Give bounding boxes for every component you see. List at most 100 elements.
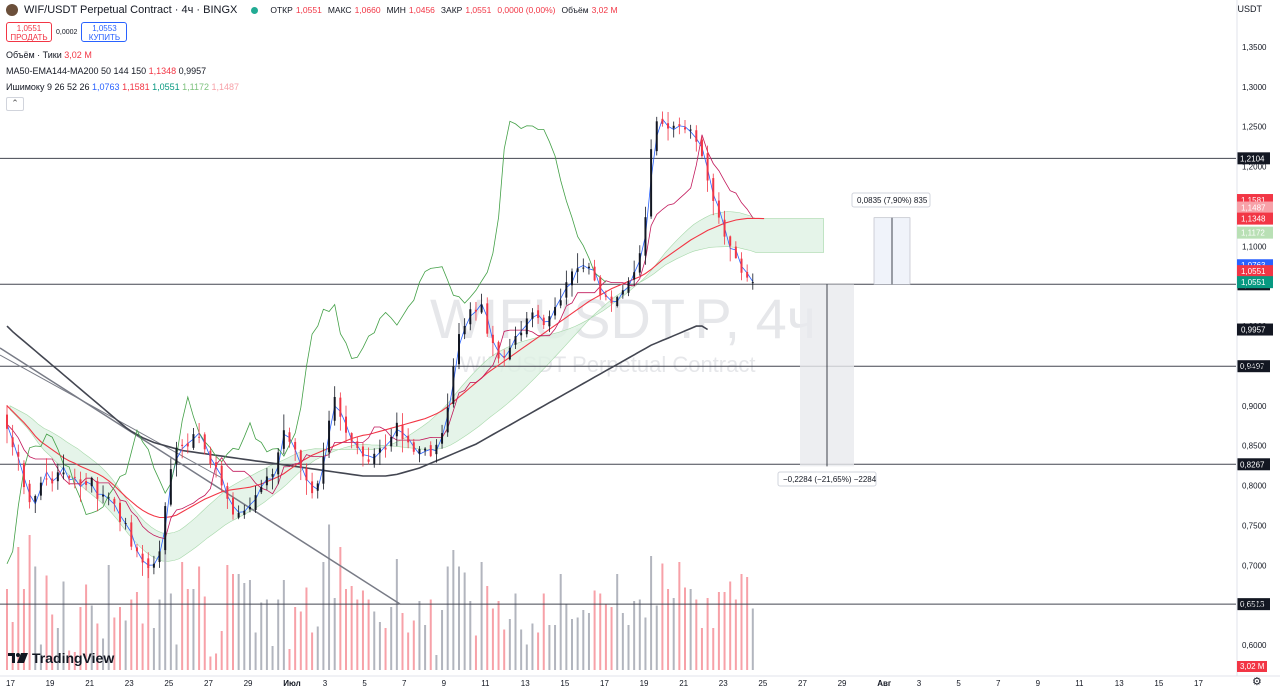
ichimoku-legend[interactable]: Ишимоку 9 26 52 26 1,0763 1,1581 1,0551 … [6,82,239,92]
volume-bar [175,644,178,670]
volume-bar [152,628,155,670]
time-axis-tick: 19 [640,679,649,688]
trendline [0,354,223,479]
level-price-label-bg [1237,598,1270,611]
tradingview-logo-icon [8,653,28,663]
candle-body [220,465,223,486]
ohlc-values: ОТКР 1,0551 МАКС 1,0660 МИН 1,0456 ЗАКР 1,05… [270,5,620,15]
candle-body [407,435,410,443]
level-price-label: 0,9497 [1240,362,1265,371]
volume-bar [384,628,387,670]
brand-name: TradingView [32,650,115,666]
buy-price: 1,0553 [92,24,117,33]
candle-body [441,433,444,444]
volume-bar [700,628,703,670]
volume-bar [621,613,624,670]
price-axis-tick: 1,2000 [1242,163,1267,172]
candle-body [587,266,590,268]
volume-bar [537,632,540,670]
volume-bar [542,593,545,670]
volume-bar [294,607,297,670]
volume-bar [684,587,686,670]
candle-body [367,459,370,462]
volume-bar [672,598,675,670]
ohlc-value: 1,0456 [408,5,435,15]
volume-bar [260,602,263,670]
buy-button[interactable]: 1,0553 КУПИТЬ [81,22,128,42]
time-axis-tick: 13 [1115,679,1124,688]
volume-bar [73,652,76,670]
volume-bar [356,599,359,670]
sell-button[interactable]: 1,0551 ПРОДАТЬ [6,22,52,42]
candle-body [124,523,127,525]
settings-gear-icon[interactable]: ⚙ [1252,676,1262,688]
candle-body [113,498,116,504]
indicator-price-label-bg [1237,212,1273,225]
candle-body [248,506,251,510]
volume-bar [186,589,189,670]
time-axis-tick: 11 [481,679,490,688]
volume-bar [119,607,121,670]
volume-bar [604,604,607,670]
volume-bar [531,623,534,670]
ma-legend[interactable]: MA50-EMA144-MA200 50 144 150 1,1348 0,99… [6,66,206,76]
candle-body [11,437,14,448]
candle-body [401,424,404,439]
candle-body [181,444,184,447]
candle-body [130,522,133,547]
volume-bar [192,589,195,670]
ichimoku-chikou-line [6,120,607,564]
volume-bar [429,599,432,670]
time-axis-tick: 17 [1194,679,1203,688]
candle-body [424,448,427,451]
volume-bar [751,608,754,670]
volume-bar [469,601,472,670]
candle-body [542,317,545,326]
volume-bar [248,580,251,670]
candle-body [435,444,438,455]
volume-bar [548,625,551,670]
candle-body [356,441,359,448]
volume-bar [96,623,99,670]
volume-bar [559,574,562,670]
candle-body [384,447,387,450]
volume-axis-label: 3,02 M [1240,662,1265,671]
candle-body [192,434,195,448]
indicator-price-label: 1,0551 [1241,267,1266,276]
ohlc-label: Объём [561,5,589,15]
candle-body [175,447,178,465]
volume-axis-label-bg [1237,661,1267,672]
candle-body [412,442,415,452]
price-axis-tick: 0,6500 [1242,601,1267,610]
volume-bar [407,632,410,670]
candle-body [729,236,732,246]
volume-bar [39,644,42,670]
volume-bar [435,655,438,670]
volume-bar [299,611,302,670]
currency-selector[interactable]: USDT [1237,4,1263,14]
volume-bar [373,611,376,670]
candle-body [446,407,449,433]
volume-bar [503,629,506,670]
time-axis-tick: 17 [6,679,15,688]
price-axis-tick: 1,2500 [1242,123,1267,132]
candle-body [79,479,82,486]
measure-up-label-bg [851,192,931,208]
candle-body [667,123,670,129]
candle-body [554,307,557,316]
time-axis-tick: 15 [560,679,569,688]
time-axis-tick: 9 [1036,679,1041,688]
collapse-legend-button[interactable]: ⌃ [6,97,24,111]
candle-body [734,246,737,259]
volume-legend[interactable]: Объём · Тики 3,02 M [6,50,92,60]
candle-body [254,495,257,510]
candle-body [712,178,715,201]
chart-title[interactable]: WIF/USDT Perpetual Contract · 4ч · BINGX [24,4,238,16]
indicator-price-label: 1,1487 [1241,204,1266,213]
volume-bar [616,574,619,670]
time-axis-tick: 7 [402,679,407,688]
candle-body [203,434,206,450]
candle-body [85,481,88,485]
candle-body [525,318,528,335]
